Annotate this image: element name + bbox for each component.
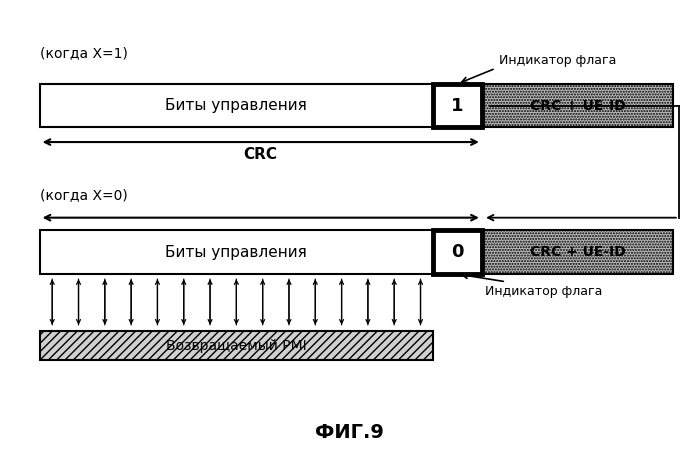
Bar (40, 331, 433, 360)
Text: (когда X=0): (когда X=0) (40, 188, 127, 202)
Text: (когда X=1): (когда X=1) (40, 46, 127, 60)
Bar (40, 84, 433, 127)
Text: Биты управления: Биты управления (166, 98, 308, 113)
Bar (40, 230, 433, 274)
Text: 0: 0 (451, 243, 463, 261)
Text: CRC + UE-ID: CRC + UE-ID (530, 99, 626, 112)
Bar (433, 230, 482, 274)
Bar (482, 230, 673, 274)
Text: Возвращаемый PMI: Возвращаемый PMI (166, 338, 307, 353)
Text: Индикатор флага: Индикатор флага (485, 285, 603, 298)
Text: CRC + UE-ID: CRC + UE-ID (530, 245, 626, 259)
Text: Индикатор флага: Индикатор флага (499, 53, 617, 66)
Bar (433, 84, 482, 127)
Text: 1: 1 (451, 97, 463, 115)
Bar (482, 84, 673, 127)
Text: CRC: CRC (244, 147, 278, 162)
Text: Биты управления: Биты управления (166, 245, 308, 260)
Text: ФИГ.9: ФИГ.9 (315, 423, 384, 442)
